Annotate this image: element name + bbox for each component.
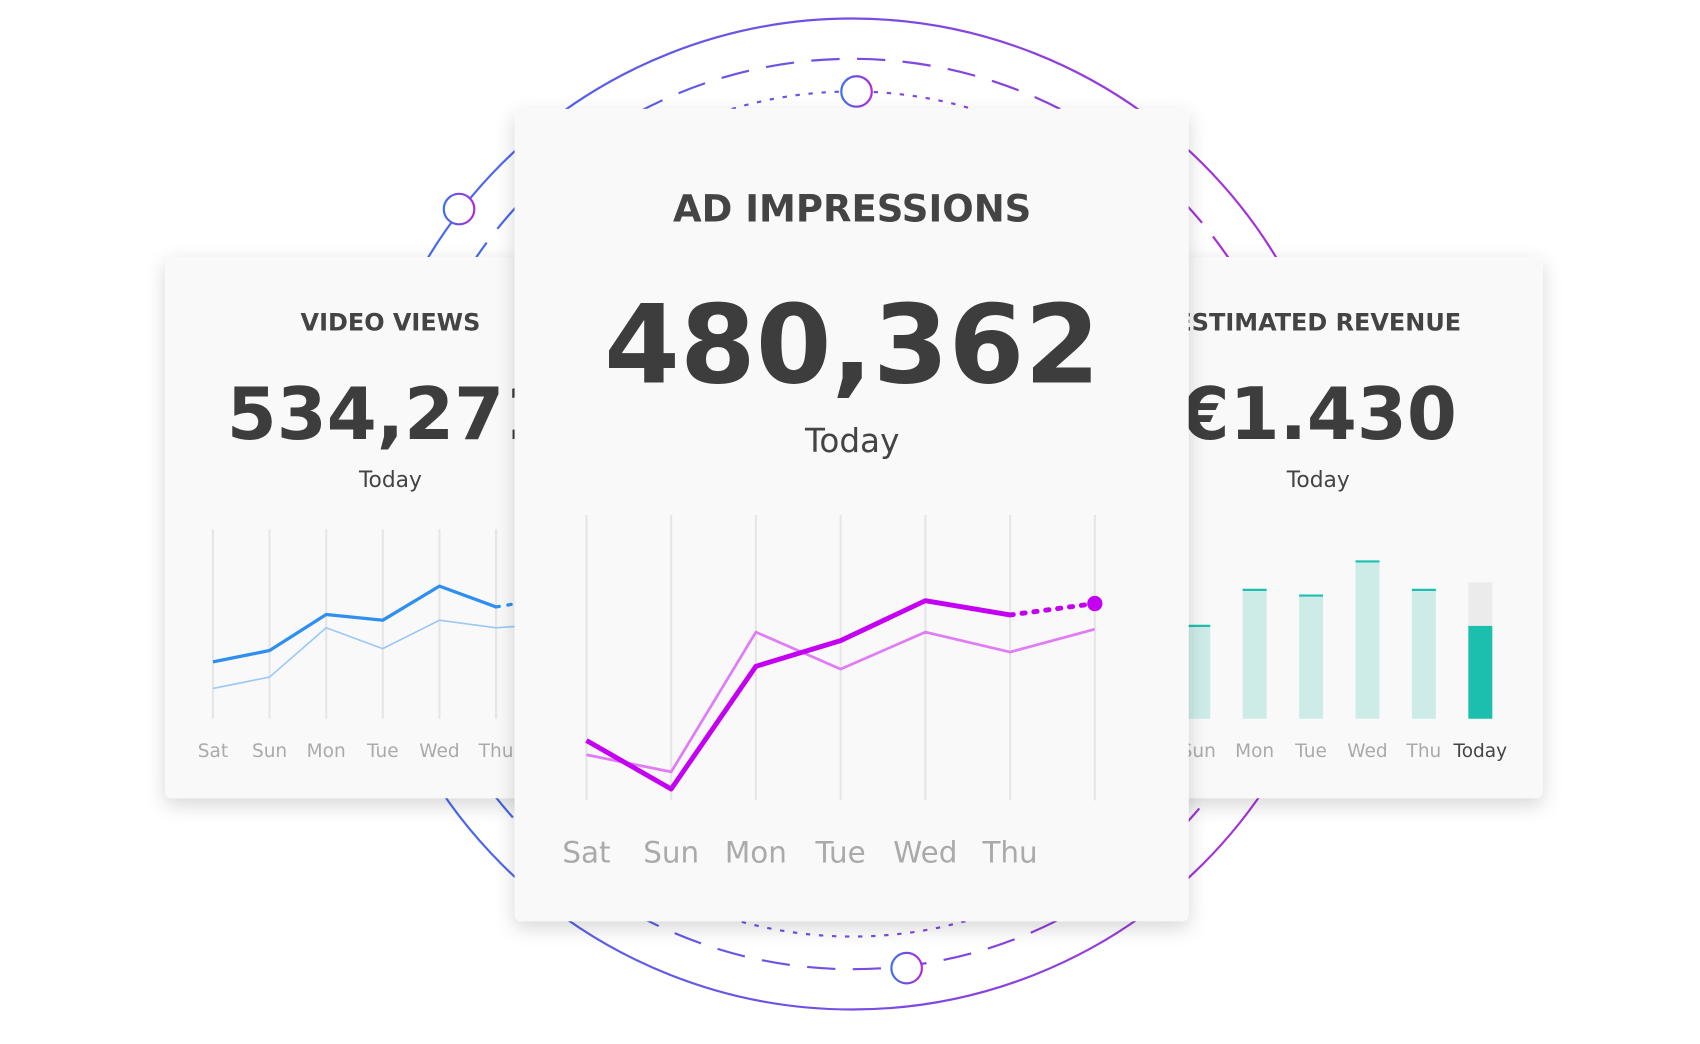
bar [1299, 595, 1324, 719]
x-tick-label: Sun [252, 741, 287, 762]
card-title: ESTIMATED REVENUE [1175, 308, 1461, 336]
bar [1242, 589, 1267, 719]
bar [1468, 625, 1493, 719]
series-line [586, 627, 1096, 774]
card-background [165, 257, 616, 799]
series-line [212, 584, 497, 664]
x-tick-label: Sat [562, 836, 610, 870]
card: ESTIMATED REVENUE€1.430TodaySatSunMonTue… [1093, 257, 1543, 799]
card-value: 480,362 [604, 282, 1100, 409]
bar [1411, 589, 1436, 719]
x-tick-label: Tue [366, 741, 399, 762]
bar [1186, 625, 1211, 719]
projection-point [1087, 595, 1103, 612]
x-tick-label: Tue [815, 836, 866, 870]
x-tick-label: Mon [725, 836, 787, 870]
card: VIDEO VIEWS 534,271 Today Sat Sun Mon Tue Wed Th… [165, 257, 616, 799]
x-tick-label: Tue [1294, 741, 1327, 762]
card-title: AD IMPRESSIONS [673, 188, 1031, 231]
bar [1355, 561, 1380, 719]
card-background [514, 108, 1189, 922]
x-tick-label: Thu [478, 741, 514, 762]
card-title: VIDEO VIEWS [301, 308, 481, 336]
series-line [212, 619, 553, 690]
card: AD IMPRESSIONS 480,362 Today Sat Sun Mon Tue We… [514, 108, 1189, 922]
x-tick-label: Today [1453, 741, 1508, 762]
x-tick-label: Wed [893, 836, 957, 870]
card-value: 534,271 [227, 372, 554, 456]
projection-line [1007, 601, 1098, 618]
x-tick-label: Sun [643, 836, 699, 870]
card-period: Today [1286, 468, 1350, 493]
card-period: Today [358, 468, 422, 493]
series-line [585, 598, 1011, 792]
card-period: Today [804, 422, 899, 460]
x-tick-label: Mon [1235, 741, 1274, 762]
x-tick-label: Wed [1347, 741, 1387, 762]
card-value: €1.430 [1178, 372, 1457, 456]
x-tick-label: Thu [1406, 741, 1442, 762]
x-tick-label: Wed [419, 741, 459, 762]
x-tick-label: Sun [1181, 741, 1216, 762]
x-tick-label: Sat [198, 741, 228, 762]
x-tick-label: Thu [981, 836, 1037, 870]
x-tick-label: Mon [307, 741, 346, 762]
